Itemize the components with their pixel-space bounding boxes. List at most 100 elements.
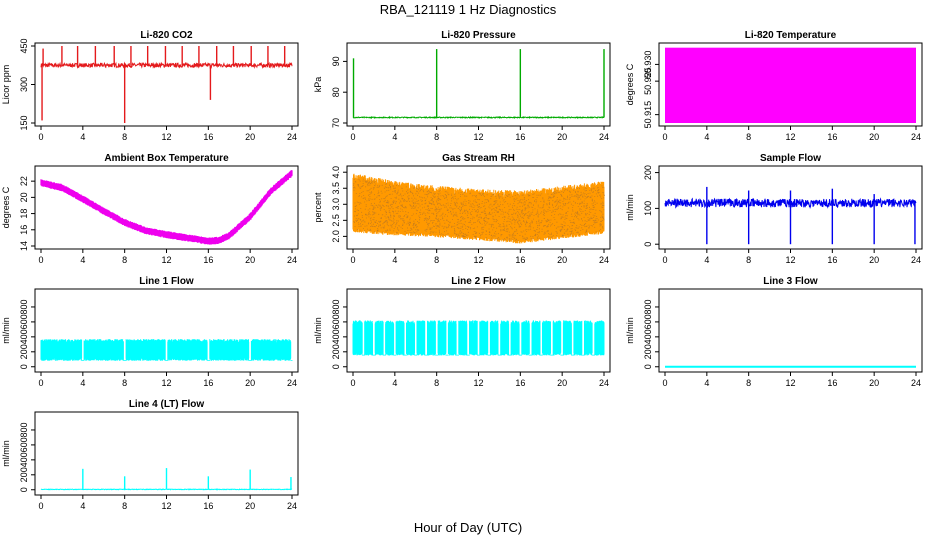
x-tick-label: 24 bbox=[287, 132, 297, 142]
panel-y-axis-label: ml/min bbox=[313, 317, 323, 344]
panel-y-axis-label: ml/min bbox=[625, 194, 635, 221]
x-tick-label: 20 bbox=[869, 378, 879, 388]
x-tick-label: 4 bbox=[704, 378, 709, 388]
x-tick-label: 16 bbox=[515, 132, 525, 142]
chart-panel-6: Sample Flow ml/min 0 4 8 12 16 20 24 0 100 200 bbox=[625, 153, 923, 265]
data-band bbox=[40, 339, 293, 361]
series bbox=[40, 46, 293, 123]
panel-y-axis-label: ml/min bbox=[625, 317, 635, 344]
x-tick-label: 24 bbox=[911, 378, 921, 388]
x-tick-label: 0 bbox=[38, 501, 43, 511]
y-tick-label: 800 bbox=[643, 299, 653, 314]
x-tick-label: 0 bbox=[38, 378, 43, 388]
x-tick-label: 4 bbox=[80, 255, 85, 265]
chart-panel-5: Gas Stream RH percent 0 4 8 12 16 20 24 2.0 2.5 3.0… bbox=[313, 153, 611, 265]
x-tick-label: 16 bbox=[827, 378, 837, 388]
x-tick-label: 12 bbox=[785, 378, 795, 388]
x-tick-label: 24 bbox=[287, 501, 297, 511]
y-tick-label: 300 bbox=[19, 77, 29, 92]
x-tick-label: 20 bbox=[869, 255, 879, 265]
series bbox=[664, 186, 917, 245]
y-tick-label: 22 bbox=[19, 176, 29, 186]
panel-title: Sample Flow bbox=[760, 153, 821, 164]
y-tick-label: 800 bbox=[19, 299, 29, 314]
y-tick-label: 600 bbox=[331, 314, 341, 329]
x-tick-label: 16 bbox=[203, 255, 213, 265]
y-tick-label: 16 bbox=[19, 225, 29, 235]
series bbox=[352, 320, 605, 356]
x-tick-label: 8 bbox=[122, 378, 127, 388]
x-tick-label: 0 bbox=[350, 255, 355, 265]
x-tick-label: 20 bbox=[245, 378, 255, 388]
y-tick-label: 600 bbox=[19, 437, 29, 452]
y-tick-label: 50.915 bbox=[643, 101, 653, 129]
x-tick-label: 20 bbox=[557, 255, 567, 265]
x-tick-label: 0 bbox=[662, 255, 667, 265]
data-band bbox=[665, 47, 916, 123]
y-tick-label: 400 bbox=[19, 452, 29, 467]
x-tick-label: 4 bbox=[392, 255, 397, 265]
x-tick-label: 24 bbox=[599, 255, 609, 265]
x-tick-label: 8 bbox=[434, 378, 439, 388]
x-tick-label: 4 bbox=[80, 132, 85, 142]
data-line bbox=[352, 115, 605, 120]
x-tick-label: 0 bbox=[38, 255, 43, 265]
chart-panel-2: Li-820 Pressure kPa 0 4 8 12 16 20 24 70 80 90 bbox=[313, 30, 611, 142]
x-tick-label: 8 bbox=[122, 132, 127, 142]
y-tick-label: 150 bbox=[19, 115, 29, 130]
series bbox=[352, 49, 605, 120]
x-tick-label: 12 bbox=[161, 378, 171, 388]
panel-title: Line 4 (LT) Flow bbox=[129, 399, 205, 410]
y-tick-label: 14 bbox=[19, 241, 29, 251]
y-tick-label: 2.5 bbox=[331, 214, 341, 227]
y-tick-label: 400 bbox=[19, 329, 29, 344]
x-tick-label: 16 bbox=[203, 501, 213, 511]
panel-title: Line 3 Flow bbox=[763, 276, 818, 287]
x-tick-label: 12 bbox=[785, 255, 795, 265]
x-tick-label: 8 bbox=[746, 255, 751, 265]
x-tick-label: 12 bbox=[785, 132, 795, 142]
x-tick-label: 12 bbox=[473, 378, 483, 388]
x-tick-label: 8 bbox=[434, 132, 439, 142]
y-tick-label: 50.925 bbox=[643, 67, 653, 95]
x-tick-label: 8 bbox=[746, 378, 751, 388]
y-tick-label: 0 bbox=[19, 487, 29, 492]
series bbox=[665, 47, 916, 123]
data-band bbox=[352, 320, 605, 356]
x-tick-label: 8 bbox=[122, 501, 127, 511]
panel-y-axis-label: degrees C bbox=[625, 63, 635, 105]
x-tick-label: 16 bbox=[827, 132, 837, 142]
y-tick-label: 80 bbox=[331, 87, 341, 97]
x-tick-label: 8 bbox=[746, 132, 751, 142]
x-tick-label: 16 bbox=[203, 378, 213, 388]
y-tick-label: 100 bbox=[643, 201, 653, 216]
x-tick-label: 16 bbox=[203, 132, 213, 142]
data-line bbox=[40, 170, 293, 245]
y-tick-label: 3.5 bbox=[331, 182, 341, 195]
x-tick-label: 20 bbox=[869, 132, 879, 142]
y-tick-label: 200 bbox=[19, 467, 29, 482]
panel-y-axis-label: Licor ppm bbox=[1, 65, 11, 105]
series bbox=[352, 173, 605, 244]
x-tick-label: 16 bbox=[515, 378, 525, 388]
y-tick-label: 0 bbox=[643, 242, 653, 247]
chart-panel-4: Ambient Box Temperature degrees C 0 4 8 12 16 2… bbox=[1, 153, 299, 265]
x-tick-label: 24 bbox=[287, 255, 297, 265]
panel-title: Ambient Box Temperature bbox=[104, 153, 229, 164]
chart-panel-8: Line 2 Flow ml/min 0 4 8 12 16 20 24 0 20040060080… bbox=[313, 276, 611, 388]
y-tick-label: 50.930 bbox=[643, 51, 653, 79]
chart-panel-10: Line 4 (LT) Flow ml/min 0 4 8 12 16 20 24 0 200400… bbox=[1, 399, 299, 511]
x-tick-label: 4 bbox=[80, 378, 85, 388]
x-tick-label: 0 bbox=[662, 132, 667, 142]
x-tick-label: 0 bbox=[662, 378, 667, 388]
data-line bbox=[40, 61, 293, 69]
x-tick-label: 8 bbox=[434, 255, 439, 265]
y-tick-label: 70 bbox=[331, 118, 341, 128]
y-tick-label: 600 bbox=[643, 314, 653, 329]
series bbox=[40, 468, 293, 491]
x-tick-label: 4 bbox=[80, 501, 85, 511]
x-tick-label: 0 bbox=[38, 132, 43, 142]
chart-panel-3: Li-820 Temperature degrees C 0 4 8 12 16 20 24 50… bbox=[625, 30, 923, 142]
